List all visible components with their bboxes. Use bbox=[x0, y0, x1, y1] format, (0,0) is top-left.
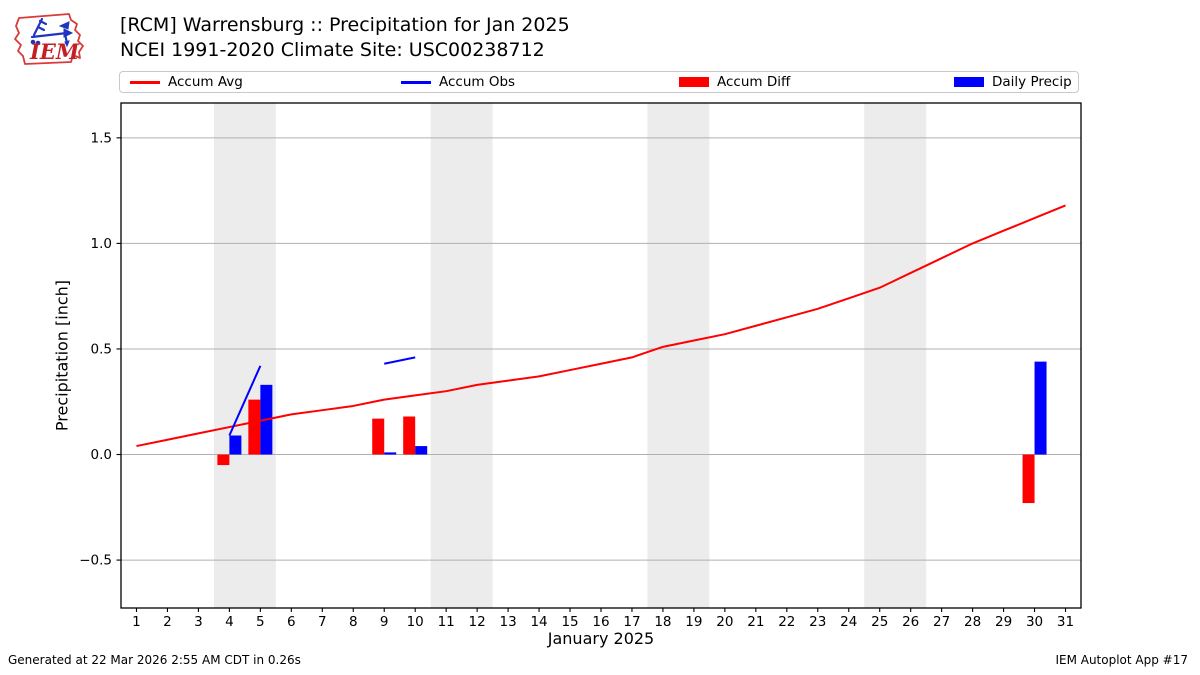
y-tick-label: 1.0 bbox=[91, 236, 112, 252]
legend-item-daily-precip: Daily Precip bbox=[954, 72, 1072, 92]
x-tick-label: 18 bbox=[654, 614, 671, 630]
legend-label: Accum Obs bbox=[439, 74, 516, 90]
x-tick-label: 7 bbox=[318, 614, 327, 630]
x-tick-label: 28 bbox=[964, 614, 981, 630]
legend-label: Accum Avg bbox=[168, 74, 243, 90]
x-tick-label: 10 bbox=[407, 614, 424, 630]
bar-day-10 bbox=[415, 446, 428, 455]
weekend-band bbox=[213, 103, 276, 608]
bar-day-5 bbox=[248, 399, 261, 455]
x-tick-label: 6 bbox=[287, 614, 296, 630]
bar-day-10 bbox=[403, 416, 416, 455]
legend-item-accum-diff: Accum Diff bbox=[679, 72, 790, 92]
weekend-band bbox=[647, 103, 710, 608]
x-tick-label: 15 bbox=[561, 614, 578, 630]
x-tick-label: 27 bbox=[933, 614, 950, 630]
chart-legend: Accum Avg Accum Obs Accum Diff Daily Pre… bbox=[119, 71, 1079, 93]
x-tick-label: 19 bbox=[685, 614, 702, 630]
accum-diff-swatch bbox=[679, 77, 709, 87]
accum-avg-line bbox=[136, 204, 1066, 448]
bar-day-9 bbox=[372, 418, 385, 455]
x-tick-label: 3 bbox=[194, 614, 203, 630]
bar-day-4 bbox=[229, 435, 242, 455]
weekend-band bbox=[430, 103, 493, 608]
weekend-bands bbox=[213, 103, 927, 608]
x-tick-label: 14 bbox=[530, 614, 547, 630]
accum-obs-line-swatch bbox=[401, 80, 431, 84]
bar-day-9 bbox=[384, 452, 397, 455]
footer-app-text: IEM Autoplot App #17 bbox=[1055, 653, 1188, 667]
y-axis-label: Precipitation [inch] bbox=[52, 279, 72, 432]
legend-label: Daily Precip bbox=[992, 74, 1072, 90]
x-tick-label: 12 bbox=[469, 614, 486, 630]
x-tick-label: 1 bbox=[132, 614, 141, 630]
iowa-outline-icon bbox=[14, 13, 84, 65]
gridlines bbox=[121, 137, 1081, 561]
daily-precip-swatch bbox=[954, 77, 984, 87]
x-tick-label: 20 bbox=[716, 614, 733, 630]
bar-day-30 bbox=[1034, 361, 1047, 455]
legend-label: Accum Diff bbox=[717, 74, 791, 90]
x-tick-label: 13 bbox=[500, 614, 517, 630]
anemometer-icon bbox=[30, 17, 74, 48]
chart-title: [RCM] Warrensburg :: Precipitation for J… bbox=[120, 14, 570, 36]
x-tick-label: 11 bbox=[438, 614, 455, 630]
title-block: [RCM] Warrensburg :: Precipitation for J… bbox=[120, 13, 570, 62]
legend-item-accum-avg: Accum Avg bbox=[130, 72, 243, 92]
legend-item-accum-obs: Accum Obs bbox=[401, 72, 515, 92]
bar-day-30 bbox=[1022, 454, 1035, 504]
x-tick-label: 17 bbox=[623, 614, 640, 630]
y-axis-ticks: −0.5 0.0 0.5 1.0 1.5 bbox=[79, 130, 121, 569]
x-axis-label: January 2025 bbox=[547, 629, 655, 648]
y-tick-label: −0.5 bbox=[79, 553, 112, 569]
x-tick-label: 9 bbox=[380, 614, 389, 630]
x-tick-label: 22 bbox=[778, 614, 795, 630]
x-tick-label: 16 bbox=[592, 614, 609, 630]
y-tick-label: 0.5 bbox=[91, 341, 112, 357]
iem-logo: IEM bbox=[14, 13, 84, 65]
accum-obs-segment bbox=[228, 365, 262, 436]
logo-text: IEM bbox=[29, 39, 80, 64]
x-tick-label: 31 bbox=[1057, 614, 1074, 630]
x-tick-label: 8 bbox=[349, 614, 358, 630]
x-tick-label: 29 bbox=[995, 614, 1012, 630]
x-tick-label: 4 bbox=[225, 614, 234, 630]
x-tick-label: 25 bbox=[871, 614, 888, 630]
footer-generated-text: Generated at 22 Mar 2026 2:55 AM CDT in … bbox=[8, 653, 301, 667]
accum-obs-segment bbox=[384, 356, 416, 365]
y-tick-label: 1.5 bbox=[91, 130, 112, 146]
accum-diff-bars bbox=[217, 399, 1035, 504]
x-tick-label: 21 bbox=[747, 614, 764, 630]
x-tick-label: 2 bbox=[163, 614, 172, 630]
x-axis-ticks: 1 2 3 4 5 6 7 8 9 10 11 12 13 14 15 16 17 18 19 20 21 22 23 24 2… bbox=[132, 608, 1074, 630]
bar-day-4 bbox=[217, 454, 230, 466]
x-tick-label: 5 bbox=[256, 614, 265, 630]
x-tick-label: 23 bbox=[809, 614, 826, 630]
x-tick-label: 24 bbox=[840, 614, 857, 630]
weekend-band bbox=[864, 103, 927, 608]
x-tick-label: 30 bbox=[1026, 614, 1043, 630]
x-tick-label: 26 bbox=[902, 614, 919, 630]
y-tick-label: 0.0 bbox=[91, 447, 112, 463]
chart-subtitle: NCEI 1991-2020 Climate Site: USC00238712 bbox=[120, 38, 545, 61]
accum-avg-line-swatch bbox=[130, 80, 160, 84]
